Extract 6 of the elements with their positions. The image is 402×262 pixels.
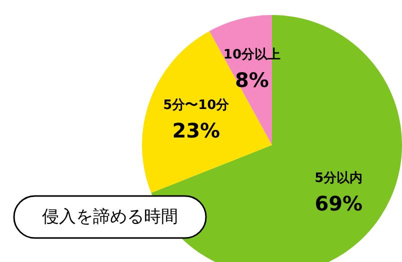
text: 侵入を諦める時間 — [42, 207, 178, 227]
data-label: 69% — [314, 191, 363, 216]
data-label: 8% — [234, 68, 269, 92]
slice-label: 5分〜10分 — [163, 98, 230, 114]
slice-label: 5分以内 — [314, 170, 363, 186]
data-label: 23% — [172, 118, 220, 143]
